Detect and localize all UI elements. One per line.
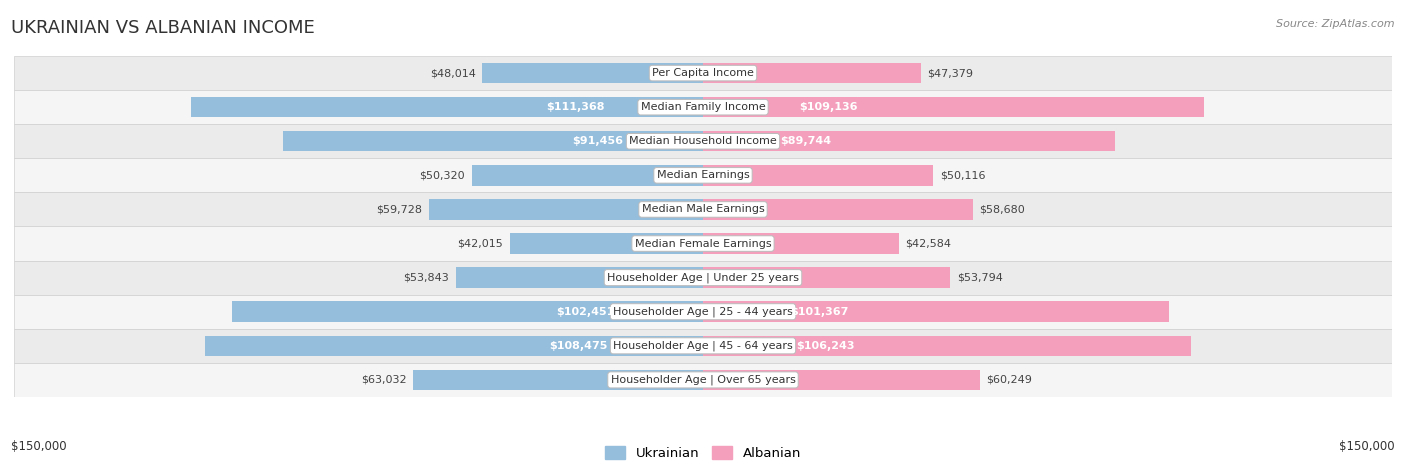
Text: UKRAINIAN VS ALBANIAN INCOME: UKRAINIAN VS ALBANIAN INCOME	[11, 19, 315, 37]
FancyBboxPatch shape	[14, 226, 1392, 261]
FancyBboxPatch shape	[14, 363, 1392, 397]
Text: Median Female Earnings: Median Female Earnings	[634, 239, 772, 248]
Text: $91,456: $91,456	[572, 136, 623, 146]
Text: $42,015: $42,015	[457, 239, 503, 248]
FancyBboxPatch shape	[14, 261, 1392, 295]
Text: $42,584: $42,584	[905, 239, 952, 248]
FancyBboxPatch shape	[14, 295, 1392, 329]
Bar	[703, 268, 950, 288]
Text: $106,243: $106,243	[796, 341, 855, 351]
Text: $53,794: $53,794	[957, 273, 1002, 283]
Bar	[703, 199, 973, 219]
Text: $150,000: $150,000	[11, 440, 67, 453]
Text: $63,032: $63,032	[361, 375, 406, 385]
Text: $111,368: $111,368	[546, 102, 605, 112]
Bar	[283, 131, 703, 151]
Bar	[429, 199, 703, 219]
Text: $58,680: $58,680	[980, 205, 1025, 214]
Text: $50,116: $50,116	[941, 170, 986, 180]
FancyBboxPatch shape	[14, 329, 1392, 363]
Text: $109,136: $109,136	[799, 102, 858, 112]
Text: Householder Age | 25 - 44 years: Householder Age | 25 - 44 years	[613, 306, 793, 317]
FancyBboxPatch shape	[14, 124, 1392, 158]
Text: Householder Age | 45 - 64 years: Householder Age | 45 - 64 years	[613, 340, 793, 351]
FancyBboxPatch shape	[14, 192, 1392, 226]
Text: $150,000: $150,000	[1339, 440, 1395, 453]
Bar	[232, 302, 703, 322]
Text: $48,014: $48,014	[430, 68, 475, 78]
Text: Median Earnings: Median Earnings	[657, 170, 749, 180]
Bar	[703, 370, 980, 390]
Bar	[703, 131, 1115, 151]
Bar	[413, 370, 703, 390]
Bar	[191, 97, 703, 117]
Text: $108,475: $108,475	[550, 341, 607, 351]
Bar	[205, 336, 703, 356]
Text: $102,451: $102,451	[557, 307, 614, 317]
Text: Per Capita Income: Per Capita Income	[652, 68, 754, 78]
Text: $59,728: $59,728	[375, 205, 422, 214]
FancyBboxPatch shape	[14, 56, 1392, 90]
Bar	[703, 165, 934, 185]
Text: $53,843: $53,843	[404, 273, 449, 283]
Bar	[703, 234, 898, 254]
Bar	[703, 63, 921, 83]
Bar	[472, 165, 703, 185]
Bar	[703, 302, 1168, 322]
Bar	[482, 63, 703, 83]
Bar	[456, 268, 703, 288]
Text: $47,379: $47,379	[928, 68, 973, 78]
Text: Median Family Income: Median Family Income	[641, 102, 765, 112]
Bar	[703, 336, 1191, 356]
Legend: Ukrainian, Albanian: Ukrainian, Albanian	[600, 440, 806, 465]
Text: Householder Age | Over 65 years: Householder Age | Over 65 years	[610, 375, 796, 385]
Text: Householder Age | Under 25 years: Householder Age | Under 25 years	[607, 272, 799, 283]
FancyBboxPatch shape	[14, 158, 1392, 192]
Text: $60,249: $60,249	[987, 375, 1032, 385]
Bar	[510, 234, 703, 254]
Text: $50,320: $50,320	[419, 170, 465, 180]
Bar	[703, 97, 1205, 117]
Text: $101,367: $101,367	[790, 307, 849, 317]
Text: Source: ZipAtlas.com: Source: ZipAtlas.com	[1277, 19, 1395, 28]
Text: $89,744: $89,744	[780, 136, 831, 146]
FancyBboxPatch shape	[14, 90, 1392, 124]
Text: Median Household Income: Median Household Income	[628, 136, 778, 146]
Text: Median Male Earnings: Median Male Earnings	[641, 205, 765, 214]
